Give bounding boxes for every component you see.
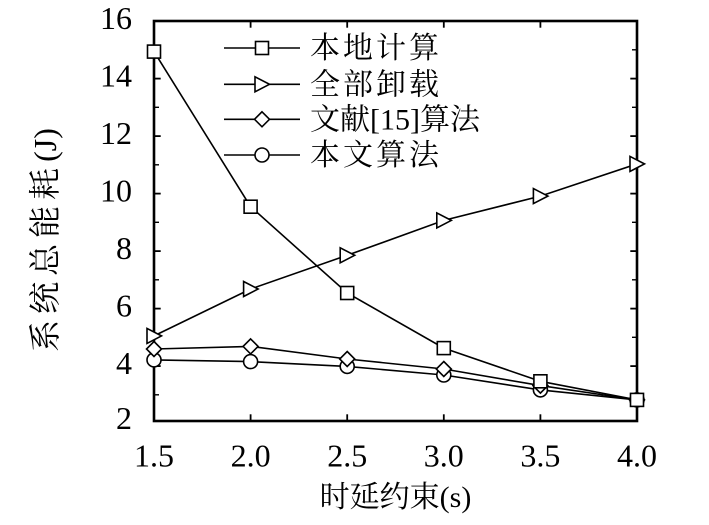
- svg-text:14: 14: [100, 58, 132, 94]
- svg-text:3.5: 3.5: [520, 438, 560, 474]
- svg-text:2.5: 2.5: [327, 438, 367, 474]
- svg-text:12: 12: [100, 115, 132, 151]
- svg-text:本地计算: 本地计算: [310, 32, 442, 65]
- svg-text:全部卸载: 全部卸载: [310, 68, 442, 101]
- svg-text:1.5: 1.5: [134, 438, 174, 474]
- svg-text:系统总能耗(J): 系统总能耗(J): [27, 128, 63, 352]
- svg-text:时延约束(s): 时延约束(s): [320, 481, 472, 514]
- svg-text:10: 10: [100, 173, 132, 209]
- svg-text:2.0: 2.0: [231, 438, 271, 474]
- svg-text:2: 2: [116, 400, 132, 436]
- svg-text:文献[15]算法: 文献[15]算法: [310, 103, 481, 136]
- svg-text:16: 16: [100, 0, 132, 36]
- svg-text:4.0: 4.0: [617, 438, 657, 474]
- svg-text:8: 8: [116, 230, 132, 266]
- svg-text:6: 6: [116, 288, 132, 324]
- svg-text:4: 4: [116, 345, 132, 381]
- svg-text:3.0: 3.0: [424, 438, 464, 474]
- svg-text:本文算法: 本文算法: [310, 139, 442, 172]
